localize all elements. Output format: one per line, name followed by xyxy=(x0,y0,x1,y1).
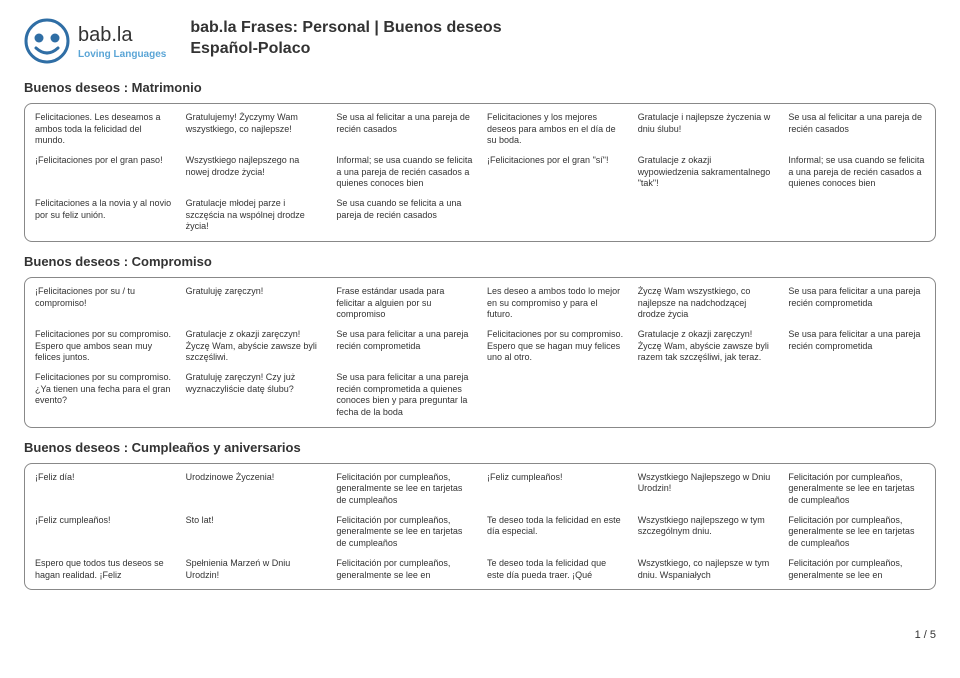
logo: bab.la Loving Languages xyxy=(24,18,166,64)
phrase-cell: ¡Feliz día! xyxy=(35,472,172,507)
phrase-cell: Espero que todos tus deseos se hagan rea… xyxy=(35,558,172,581)
logo-sub: Loving Languages xyxy=(78,48,166,61)
phrase-cell: Felicitaciones y los mejores deseos para… xyxy=(487,112,624,147)
logo-icon xyxy=(24,18,70,64)
phrase-cell: Felicitaciones a la novia y al novio por… xyxy=(35,198,172,233)
phrase-cell: ¡Feliz cumpleaños! xyxy=(487,472,624,507)
phrase-cell xyxy=(487,198,624,233)
table-row: Espero que todos tus deseos se hagan rea… xyxy=(35,558,925,581)
phrase-cell: Felicitación por cumpleaños, generalment… xyxy=(336,472,473,507)
phrase-cell: Se usa cuando se felicita a una pareja d… xyxy=(336,198,473,233)
phrase-cell: Informal; se usa cuando se felicita a un… xyxy=(336,155,473,190)
phrase-cell: Gratulacje z okazji wypowiedzenia sakram… xyxy=(638,155,775,190)
phrase-cell: Te deseo toda la felicidad que este día … xyxy=(487,558,624,581)
phrase-cell: Urodzinowe Życzenia! xyxy=(186,472,323,507)
phrase-cell: ¡Felicitaciones por el gran "sí"! xyxy=(487,155,624,190)
phrase-cell: Gratulacje z okazji zaręczyn! Życzę Wam,… xyxy=(186,329,323,364)
phrase-cell: Życzę Wam wszystkiego, co najlepsze na n… xyxy=(638,286,775,321)
section-title: Buenos deseos : Matrimonio xyxy=(24,80,936,97)
page-number: 1 / 5 xyxy=(24,628,936,642)
section-title: Buenos deseos : Cumpleaños y aniversario… xyxy=(24,440,936,457)
phrase-cell xyxy=(788,198,925,233)
page-title: bab.la Frases: Personal | Buenos deseos … xyxy=(190,18,501,60)
phrase-cell: Gratulacje z okazji zaręczyn! Życzę Wam,… xyxy=(638,329,775,364)
phrase-cell: Frase estándar usada para felicitar a al… xyxy=(336,286,473,321)
logo-name: bab.la xyxy=(78,22,166,48)
phrase-cell: Les deseo a ambos todo lo mejor en su co… xyxy=(487,286,624,321)
table-row: ¡Felicitaciones por el gran paso! Wszystk… xyxy=(35,155,925,190)
phrase-cell: Wszystkiego najlepszego w tym szczególny… xyxy=(638,515,775,550)
phrase-cell: Felicitación por cumpleaños, generalment… xyxy=(336,515,473,550)
phrase-cell: Felicitación por cumpleaños, generalment… xyxy=(788,472,925,507)
phrase-cell xyxy=(487,372,624,419)
phrase-cell: Wszystkiego najlepszego na nowej drodze … xyxy=(186,155,323,190)
table-row: ¡Feliz día! Urodzinowe Życzenia! Felicitac… xyxy=(35,472,925,507)
header: bab.la Loving Languages bab.la Frases: P… xyxy=(24,18,936,64)
phrase-cell: Spełnienia Marzeń w Dniu Urodzin! xyxy=(186,558,323,581)
section-box: ¡Felicitaciones por su / tu compromiso! G… xyxy=(24,277,936,428)
phrase-cell: Informal; se usa cuando se felicita a un… xyxy=(788,155,925,190)
phrase-cell: Gratuluję zaręczyn! Czy już wyznaczyliśc… xyxy=(186,372,323,419)
table-row: Felicitaciones. Les deseamos a ambos tod… xyxy=(35,112,925,147)
phrase-cell: Gratulujemy! Życzymy Wam wszystkiego, co… xyxy=(186,112,323,147)
title-line-1: bab.la Frases: Personal | Buenos deseos xyxy=(190,18,501,39)
phrase-cell xyxy=(638,372,775,419)
phrase-cell: Wszystkiego Najlepszego w Dniu Urodzin! xyxy=(638,472,775,507)
phrase-cell xyxy=(638,198,775,233)
title-line-2: Español-Polaco xyxy=(190,39,501,60)
table-row: Felicitaciones por su compromiso. ¿Ya ti… xyxy=(35,372,925,419)
phrase-cell: Gratuluję zaręczyn! xyxy=(186,286,323,321)
phrase-cell xyxy=(788,372,925,419)
phrase-cell: Felicitaciones por su compromiso. ¿Ya ti… xyxy=(35,372,172,419)
phrase-cell: ¡Feliz cumpleaños! xyxy=(35,515,172,550)
table-row: Felicitaciones a la novia y al novio por… xyxy=(35,198,925,233)
phrase-cell: Se usa para felicitar a una pareja recié… xyxy=(788,286,925,321)
table-row: Felicitaciones por su compromiso. Espero… xyxy=(35,329,925,364)
phrase-cell: Gratulacje i najlepsze życzenia w dniu ś… xyxy=(638,112,775,147)
phrase-cell: Gratulacje młodej parze i szczęścia na w… xyxy=(186,198,323,233)
phrase-cell: Se usa para felicitar a una pareja recié… xyxy=(336,329,473,364)
phrase-cell: Felicitación por cumpleaños, generalment… xyxy=(336,558,473,581)
section-box: ¡Feliz día! Urodzinowe Życzenia! Felicitac… xyxy=(24,463,936,591)
phrase-cell: Se usa para felicitar a una pareja recié… xyxy=(336,372,473,419)
phrase-cell: Se usa al felicitar a una pareja de reci… xyxy=(336,112,473,147)
phrase-cell: Felicitaciones. Les deseamos a ambos tod… xyxy=(35,112,172,147)
phrase-cell: ¡Felicitaciones por su / tu compromiso! xyxy=(35,286,172,321)
phrase-cell: Te deseo toda la felicidad en este día e… xyxy=(487,515,624,550)
table-row: ¡Felicitaciones por su / tu compromiso! G… xyxy=(35,286,925,321)
phrase-cell: Se usa al felicitar a una pareja de reci… xyxy=(788,112,925,147)
table-row: ¡Feliz cumpleaños! Sto lat! Felicitación p… xyxy=(35,515,925,550)
phrase-cell: Felicitación por cumpleaños, generalment… xyxy=(788,515,925,550)
phrase-cell: Felicitaciones por su compromiso. Espero… xyxy=(35,329,172,364)
phrase-cell: Sto lat! xyxy=(186,515,323,550)
phrase-cell: Felicitaciones por su compromiso. Espero… xyxy=(487,329,624,364)
section-title: Buenos deseos : Compromiso xyxy=(24,254,936,271)
phrase-cell: Se usa para felicitar a una pareja recié… xyxy=(788,329,925,364)
phrase-cell: Wszystkiego, co najlepsze w tym dniu. Ws… xyxy=(638,558,775,581)
phrase-cell: Felicitación por cumpleaños, generalment… xyxy=(788,558,925,581)
phrase-cell: ¡Felicitaciones por el gran paso! xyxy=(35,155,172,190)
section-box: Felicitaciones. Les deseamos a ambos tod… xyxy=(24,103,936,242)
